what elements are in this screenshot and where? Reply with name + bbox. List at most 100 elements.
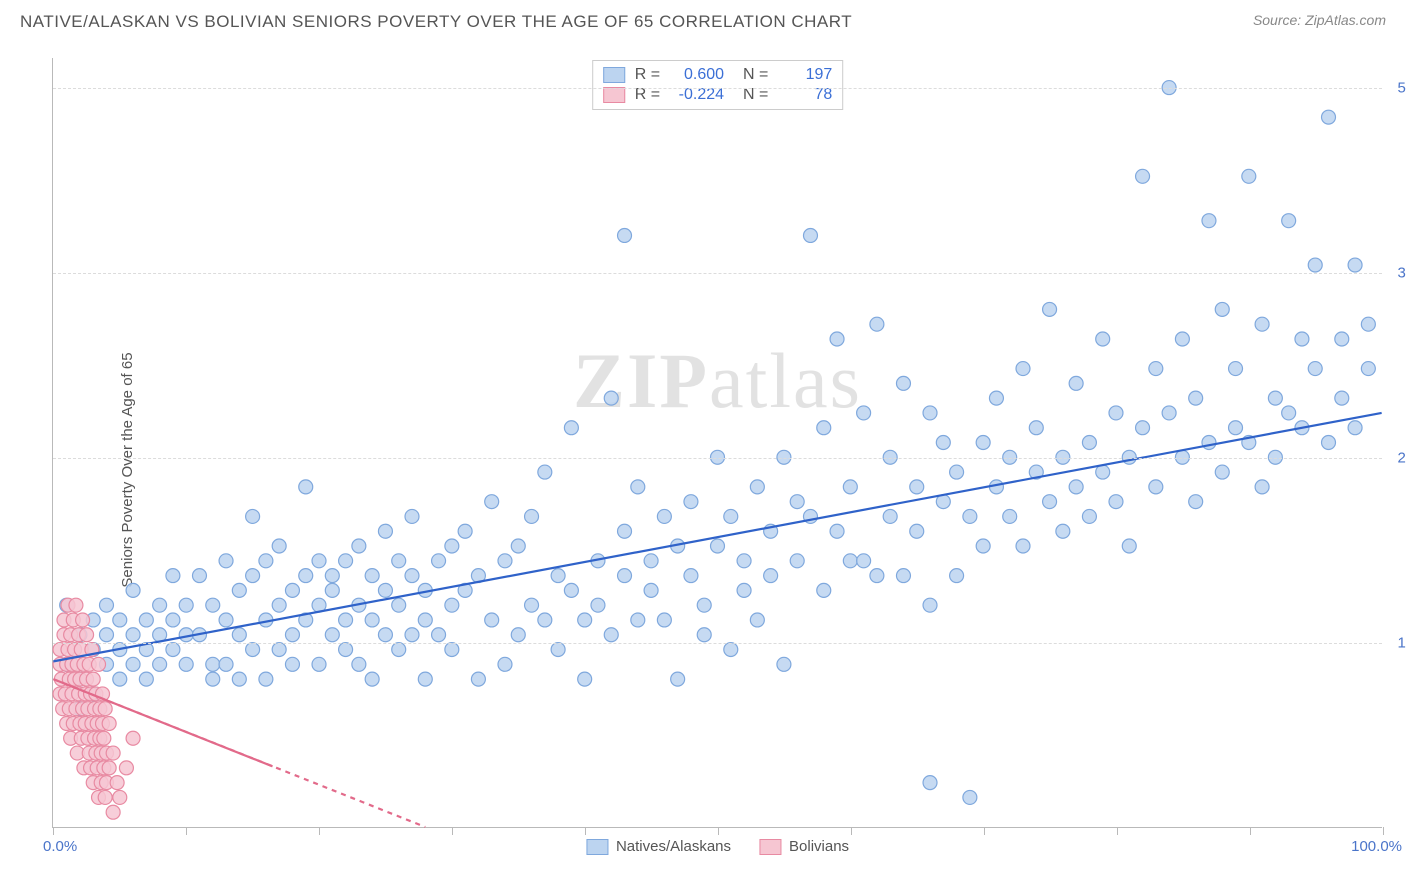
gridline <box>53 88 1382 89</box>
data-point <box>618 569 632 583</box>
data-point <box>976 539 990 553</box>
data-point <box>1282 214 1296 228</box>
data-point <box>339 613 353 627</box>
x-tick <box>1383 827 1384 835</box>
chart-container: Seniors Poverty Over the Age of 65 ZIPat… <box>0 48 1406 892</box>
y-tick-label: 12.5% <box>1397 634 1406 651</box>
data-point <box>1016 539 1030 553</box>
data-point <box>179 657 193 671</box>
data-point <box>843 480 857 494</box>
data-point <box>206 657 220 671</box>
n-value-bolivians: 78 <box>778 86 832 104</box>
data-point <box>1255 480 1269 494</box>
data-point <box>896 376 910 390</box>
data-point <box>232 628 246 642</box>
data-point <box>285 583 299 597</box>
data-point <box>471 672 485 686</box>
data-point <box>80 628 94 642</box>
data-point <box>102 716 116 730</box>
data-point <box>126 628 140 642</box>
data-point <box>697 598 711 612</box>
data-point <box>1003 509 1017 523</box>
data-point <box>1069 480 1083 494</box>
gridline <box>53 458 1382 459</box>
data-point <box>206 672 220 686</box>
data-point <box>106 746 120 760</box>
data-point <box>405 569 419 583</box>
data-point <box>76 613 90 627</box>
data-point <box>724 643 738 657</box>
data-point <box>644 583 658 597</box>
data-point <box>1082 436 1096 450</box>
data-point <box>246 569 260 583</box>
data-point <box>339 643 353 657</box>
legend-swatch-bolivians <box>759 839 781 855</box>
data-point <box>790 554 804 568</box>
data-point <box>498 554 512 568</box>
data-point <box>232 672 246 686</box>
chart-title: NATIVE/ALASKAN VS BOLIVIAN SENIORS POVER… <box>20 12 852 32</box>
data-point <box>1322 110 1336 124</box>
data-point <box>511 628 525 642</box>
data-point <box>126 731 140 745</box>
series-legend: Natives/Alaskans Bolivians <box>586 838 849 855</box>
source-link[interactable]: ZipAtlas.com <box>1305 12 1386 28</box>
x-axis-min-label: 0.0% <box>43 838 77 855</box>
data-point <box>1348 258 1362 272</box>
data-point <box>246 643 260 657</box>
data-point <box>378 628 392 642</box>
data-point <box>1109 406 1123 420</box>
data-point <box>737 554 751 568</box>
data-point <box>458 524 472 538</box>
data-point <box>1056 524 1070 538</box>
data-point <box>92 657 106 671</box>
data-point <box>166 613 180 627</box>
data-point <box>485 613 499 627</box>
data-point <box>1255 317 1269 331</box>
swatch-bolivians <box>603 87 625 103</box>
data-point <box>365 569 379 583</box>
data-point <box>1149 480 1163 494</box>
data-point <box>1189 391 1203 405</box>
data-point <box>325 569 339 583</box>
data-point <box>1149 362 1163 376</box>
data-point <box>1242 169 1256 183</box>
data-point <box>325 628 339 642</box>
data-point <box>259 554 273 568</box>
data-point <box>1335 391 1349 405</box>
data-point <box>113 672 127 686</box>
data-point <box>98 790 112 804</box>
data-point <box>564 421 578 435</box>
y-tick-label: 50.0% <box>1397 79 1406 96</box>
legend-swatch-natives <box>586 839 608 855</box>
data-point <box>671 672 685 686</box>
data-point <box>737 583 751 597</box>
data-point <box>378 583 392 597</box>
data-point <box>817 421 831 435</box>
data-point <box>113 613 127 627</box>
data-point <box>100 628 114 642</box>
data-point <box>1016 362 1030 376</box>
data-point <box>498 657 512 671</box>
data-point <box>86 672 100 686</box>
data-point <box>1361 362 1375 376</box>
data-point <box>857 554 871 568</box>
data-point <box>950 569 964 583</box>
data-point <box>1136 421 1150 435</box>
legend-item-natives: Natives/Alaskans <box>586 838 731 855</box>
data-point <box>830 524 844 538</box>
data-point <box>857 406 871 420</box>
data-point <box>153 657 167 671</box>
data-point <box>1202 214 1216 228</box>
r-label: R = <box>635 86 660 104</box>
data-point <box>578 672 592 686</box>
data-point <box>445 598 459 612</box>
y-tick-label: 25.0% <box>1397 449 1406 466</box>
x-axis-max-label: 100.0% <box>1351 838 1402 855</box>
data-point <box>432 554 446 568</box>
data-point <box>896 569 910 583</box>
data-point <box>110 776 124 790</box>
data-point <box>365 613 379 627</box>
data-point <box>551 569 565 583</box>
data-point <box>910 480 924 494</box>
